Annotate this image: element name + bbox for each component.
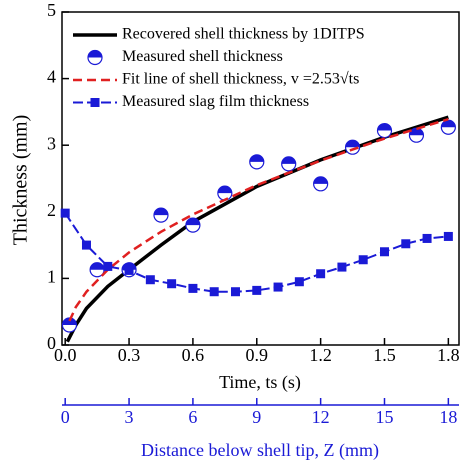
x2-tick-label: 18 [439, 407, 457, 427]
marker [81, 240, 91, 250]
marker [401, 239, 411, 249]
marker [316, 269, 326, 279]
y-axis-label: Thickness (mm) [10, 115, 32, 246]
x-tick-label: 0.9 [246, 345, 269, 365]
x2-tick-label: 15 [375, 407, 393, 427]
series-line [65, 115, 449, 343]
y-tick-label: 3 [47, 133, 56, 153]
y-tick-label: 1 [47, 267, 56, 287]
y-tick-label: 5 [47, 0, 56, 20]
marker-half [153, 208, 168, 216]
marker-half [249, 154, 264, 162]
x-tick-label: 0.6 [182, 345, 205, 365]
marker [90, 98, 100, 107]
marker-half [185, 218, 200, 226]
x-axis-label: Time, ts (s) [219, 372, 301, 393]
x-tick-label: 0.3 [118, 345, 141, 365]
marker-half [90, 262, 105, 270]
marker [188, 283, 198, 293]
x2-axis-label: Distance below shell tip, Z (mm) [141, 440, 379, 461]
legend-label: Measured shell thickness [122, 48, 283, 65]
marker [294, 277, 304, 287]
marker [337, 262, 347, 272]
marker [358, 255, 368, 265]
marker-half [217, 186, 232, 194]
x-tick-label: 0.0 [54, 345, 77, 365]
x-tick-label: 1.8 [437, 345, 460, 365]
marker-half [441, 120, 456, 128]
y-tick-label: 0 [47, 333, 56, 353]
marker [167, 279, 177, 289]
marker [124, 265, 134, 275]
marker-half [345, 140, 360, 148]
marker-half [62, 318, 77, 326]
x-tick-label: 1.2 [309, 345, 332, 365]
series-line [68, 118, 449, 322]
marker-half [313, 176, 328, 184]
x-tick-label: 1.5 [373, 345, 396, 365]
x2-tick-label: 3 [125, 407, 134, 427]
marker [60, 208, 70, 218]
plot-frame [61, 11, 460, 346]
marker [145, 275, 155, 285]
marker [379, 247, 389, 257]
legend-label: Measured slag film thickness [122, 93, 309, 110]
x2-tick-label: 12 [312, 407, 330, 427]
marker [230, 287, 240, 297]
y-tick-label: 2 [47, 200, 56, 220]
marker [273, 282, 283, 292]
marker [422, 233, 432, 243]
x2-tick-label: 9 [252, 407, 261, 427]
series-line [64, 212, 449, 293]
marker [252, 285, 262, 295]
x2-tick-label: 6 [188, 407, 197, 427]
marker-half [409, 128, 424, 136]
marker [103, 261, 113, 271]
legend-label: Recovered shell thickness by 1DITPS [122, 26, 365, 43]
legend-label: Fit line of shell thickness, v =2.53√ts [122, 71, 359, 88]
marker-half [281, 156, 296, 164]
marker [443, 231, 453, 241]
marker-half [88, 50, 102, 58]
marker [209, 287, 219, 297]
x2-tick-label: 0 [61, 407, 70, 427]
y-tick-label: 4 [47, 67, 56, 87]
marker-half [377, 123, 392, 131]
